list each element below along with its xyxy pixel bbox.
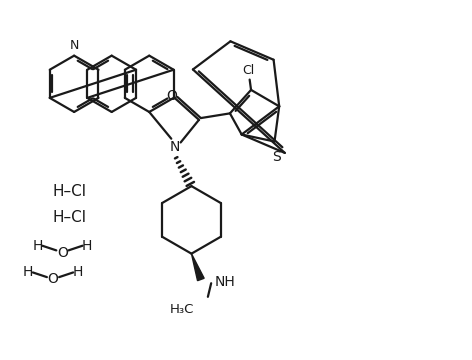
Text: O: O <box>166 89 177 103</box>
Text: N: N <box>170 140 180 154</box>
Text: H: H <box>23 265 34 279</box>
Text: H–Cl: H–Cl <box>52 184 86 199</box>
Text: H: H <box>82 239 93 253</box>
Polygon shape <box>192 254 204 281</box>
Text: N: N <box>69 39 79 52</box>
Text: H₃C: H₃C <box>169 303 194 316</box>
Text: H: H <box>32 239 42 253</box>
Text: H: H <box>73 265 83 279</box>
Text: Cl: Cl <box>243 64 255 77</box>
Text: S: S <box>272 150 281 164</box>
Text: O: O <box>48 273 59 287</box>
Text: H–Cl: H–Cl <box>52 210 86 225</box>
Text: NH: NH <box>215 275 236 289</box>
Text: O: O <box>57 246 68 260</box>
